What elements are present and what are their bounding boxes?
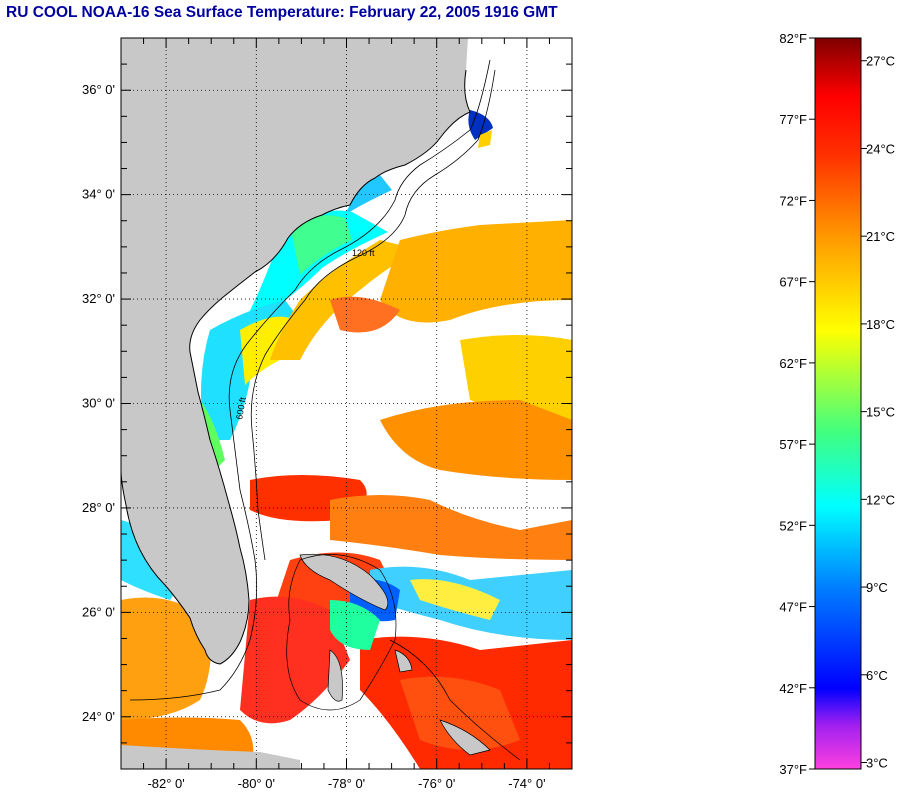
cb-f-label: 82°F <box>779 31 807 46</box>
lat-label: 28° 0' <box>82 500 115 515</box>
cb-f-label: 62°F <box>779 356 807 371</box>
colorbar-scale <box>815 38 861 769</box>
cb-c-label: 15°C <box>866 405 895 420</box>
cb-c-label: 21°C <box>866 229 895 244</box>
lat-label: 30° 0' <box>82 396 115 411</box>
lat-label: 32° 0' <box>82 291 115 306</box>
cb-c-label: 18°C <box>866 317 895 332</box>
isobath-600ft <box>250 69 496 561</box>
lon-label: -80° 0' <box>238 776 275 791</box>
celsius-labels: 27°C 24°C 21°C 18°C 15°C 12°C 9°C 6°C 3°C <box>866 54 895 771</box>
land-mass <box>121 38 470 664</box>
lon-label: -82° 0' <box>147 776 184 791</box>
cb-c-label: 24°C <box>866 141 895 156</box>
axis-ticks <box>120 37 573 770</box>
lon-label: -78° 0' <box>328 776 365 791</box>
cb-c-label: 9°C <box>866 580 888 595</box>
cb-f-label: 57°F <box>779 437 807 452</box>
lat-label: 26° 0' <box>82 604 115 619</box>
colorbar: 82°F 77°F 72°F 67°F 62°F 57°F 52°F 47°F 42°F 37°F… <box>779 31 895 777</box>
cb-f-label: 77°F <box>779 112 807 127</box>
lat-label: 34° 0' <box>82 187 115 202</box>
cb-c-label: 6°C <box>866 668 888 683</box>
lat-label: 36° 0' <box>82 82 115 97</box>
map-title: RU COOL NOAA-16 Sea Surface Temperature:… <box>6 4 558 21</box>
fahrenheit-labels: 82°F 77°F 72°F 67°F 62°F 57°F 52°F 47°F 42°F 37°F <box>779 31 807 777</box>
bahamas-islands <box>299 553 389 611</box>
latitude-labels: 24° 0' 26° 0' 28° 0' 30° 0' 32° 0' 34° 0' 36° … <box>82 82 115 724</box>
cb-f-label: 67°F <box>779 275 807 290</box>
cb-f-label: 72°F <box>779 193 807 208</box>
cb-f-label: 42°F <box>779 681 807 696</box>
cb-f-label: 37°F <box>779 762 807 777</box>
longitude-labels: -82° 0' -80° 0' -78° 0' -76° 0' -74° 0' <box>147 776 545 791</box>
cb-c-label: 27°C <box>866 54 895 69</box>
sst-field <box>121 38 572 769</box>
isobath-label-120: 120 ft <box>352 248 375 258</box>
colorbar-ticks <box>809 37 867 770</box>
lon-label: -74° 0' <box>508 776 545 791</box>
lat-label: 24° 0' <box>82 709 115 724</box>
colorbar-frame <box>814 37 862 770</box>
cb-c-label: 3°C <box>866 756 888 771</box>
isobath-120ft <box>129 59 491 701</box>
coastline <box>121 69 471 665</box>
cb-f-label: 47°F <box>779 600 807 615</box>
isobath-label-600: 600 ft <box>234 396 248 420</box>
cb-c-label: 12°C <box>866 492 895 507</box>
cb-f-label: 52°F <box>779 518 807 533</box>
lon-label: -76° 0' <box>418 776 455 791</box>
map-panel[interactable]: 120 ft 600 ft 24° 0' 26° 0' 28° 0' 30° 0' 32… <box>82 37 573 791</box>
